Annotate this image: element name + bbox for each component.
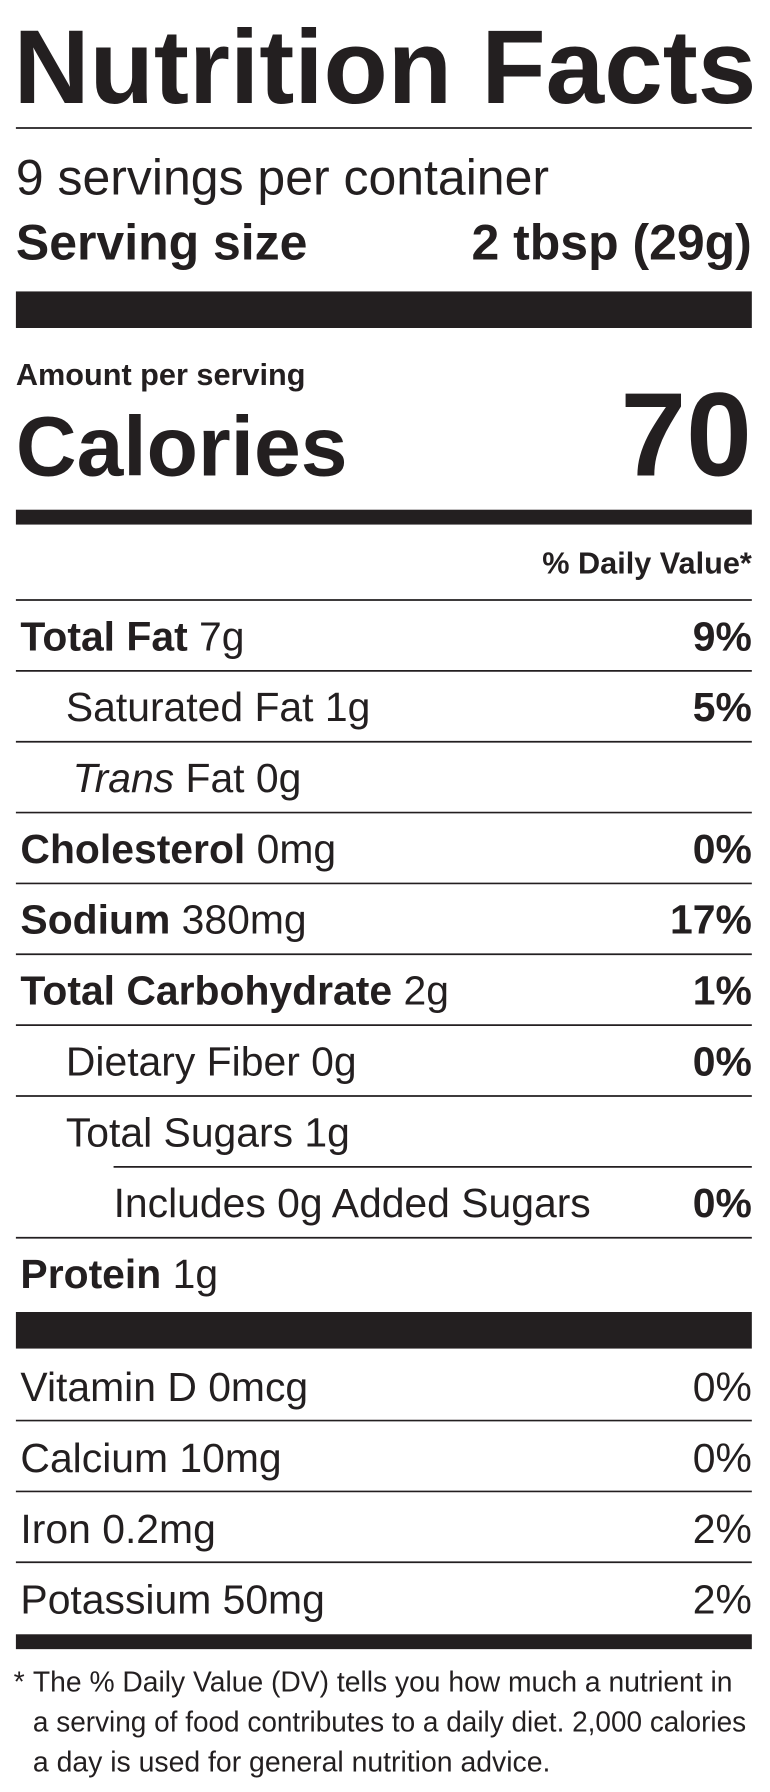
vitamin-name: Vitamin D 0mcg bbox=[20, 1364, 308, 1410]
nutrient-amount: 1g bbox=[173, 1251, 218, 1297]
nutrient-dv: 17% bbox=[670, 897, 752, 943]
nutrient-name: Dietary Fiber bbox=[66, 1038, 300, 1084]
nutrient-amount: 380mg bbox=[182, 897, 307, 943]
vitamin-dv: 0% bbox=[693, 1364, 752, 1410]
title: Nutrition Facts bbox=[14, 9, 757, 126]
vitamin-dv: 2% bbox=[693, 1577, 752, 1623]
nutrient-name: Trans bbox=[73, 755, 174, 801]
footnote-line: The % Daily Value (DV) tells you how muc… bbox=[33, 1666, 733, 1698]
nutrient-dv: 0% bbox=[693, 826, 752, 872]
nutrient-amount: 0mg bbox=[257, 826, 337, 872]
nutrient-amount: 0g bbox=[311, 1038, 356, 1084]
nutrient-dv: 9% bbox=[693, 613, 752, 659]
nutrient: Total Carbohydrate 2g bbox=[20, 967, 448, 1013]
nutrient: Total Fat 7g bbox=[20, 613, 244, 659]
medium-rule bbox=[15, 509, 752, 525]
thick-rule bbox=[15, 291, 752, 328]
nutrient-dv: 5% bbox=[693, 684, 752, 730]
dv-header: % Daily Value* bbox=[542, 546, 752, 581]
nutrient-name: Total Sugars bbox=[66, 1109, 293, 1155]
thick-rule bbox=[15, 1312, 752, 1349]
nutrient: Saturated Fat 1g bbox=[66, 684, 370, 730]
nutrient: Protein 1g bbox=[20, 1251, 218, 1297]
medium-rule bbox=[15, 1634, 752, 1650]
vitamin-name: Potassium 50mg bbox=[20, 1577, 324, 1623]
footnote-line: a day is used for general nutrition advi… bbox=[33, 1746, 550, 1778]
nutrient-amount: 7g bbox=[199, 613, 244, 659]
nutrient-name: Sodium bbox=[20, 897, 170, 943]
nutrient-dv: 0% bbox=[693, 1038, 752, 1084]
nutrient-name: Total Fat bbox=[20, 613, 188, 659]
nutrient: Cholesterol 0mg bbox=[20, 826, 336, 872]
nutrient: Sodium 380mg bbox=[20, 897, 306, 943]
nutrient: Trans Fat 0g bbox=[73, 755, 302, 801]
nutrient-dv: 1% bbox=[693, 967, 752, 1013]
vitamin-name: Calcium 10mg bbox=[20, 1435, 281, 1481]
nutrient-amount: 2g bbox=[403, 967, 448, 1013]
serving-size-label: Serving size bbox=[16, 214, 308, 270]
nutrient: Total Sugars 1g bbox=[66, 1109, 350, 1155]
vitamin-dv: 2% bbox=[693, 1506, 752, 1552]
nutrient-name: Cholesterol bbox=[20, 826, 245, 872]
nutrient-name: Saturated Fat bbox=[66, 684, 314, 730]
vitamin-dv: 0% bbox=[693, 1435, 752, 1481]
calories-value: 70 bbox=[620, 369, 751, 501]
calories-label: Calories bbox=[16, 399, 348, 493]
nutrient-amount: Fat 0g bbox=[185, 755, 301, 801]
nutrient-name: Protein bbox=[20, 1251, 161, 1297]
nutrient-amount: 1g bbox=[304, 1109, 349, 1155]
nutrient: Dietary Fiber 0g bbox=[66, 1038, 357, 1084]
nutrient-name: Total Carbohydrate bbox=[20, 967, 392, 1013]
nutrient-name: Includes 0g Added Sugars bbox=[114, 1180, 591, 1226]
vitamin-name: Iron 0.2mg bbox=[20, 1506, 215, 1552]
footnote-line: a serving of food contributes to a daily… bbox=[33, 1706, 746, 1738]
serving-size-value: 2 tbsp (29g) bbox=[471, 214, 751, 270]
nutrient-amount: 1g bbox=[325, 684, 370, 730]
servings: 9 servings per container bbox=[16, 149, 549, 205]
footnote-mark: * bbox=[14, 1666, 25, 1698]
amount-per-serving: Amount per serving bbox=[16, 357, 306, 392]
nutrient-dv: 0% bbox=[693, 1180, 752, 1226]
